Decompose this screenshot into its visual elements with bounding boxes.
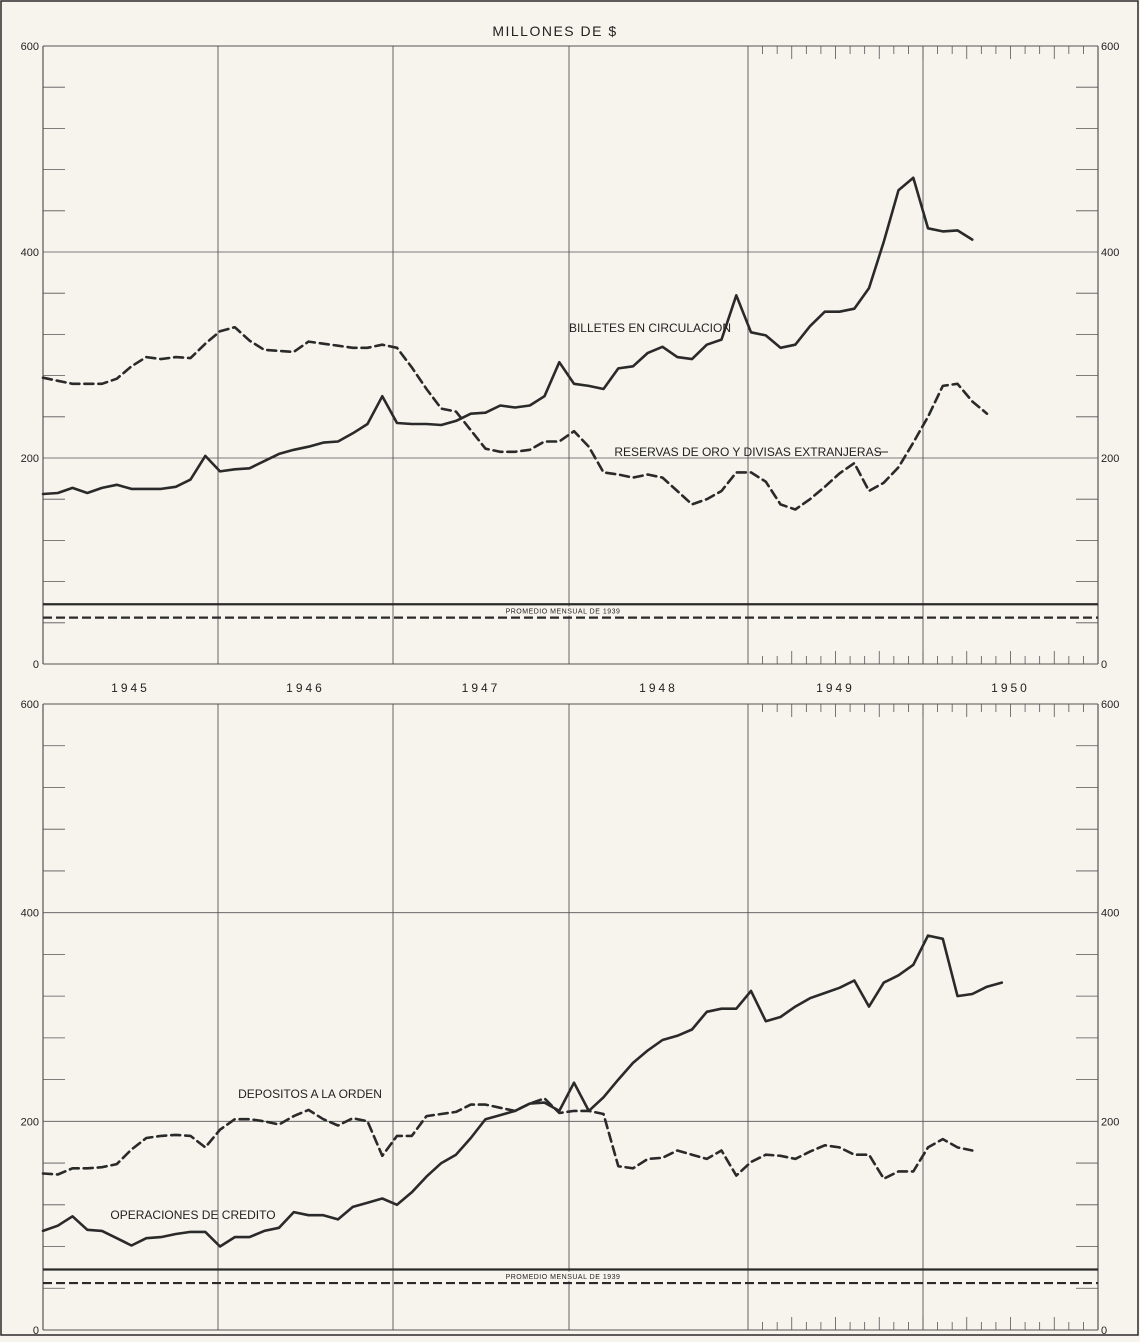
y-tick-label-right: 600 <box>1101 699 1119 711</box>
series-label: DEPOSITOS A LA ORDEN <box>238 1087 382 1101</box>
y-tick-label-right: 400 <box>1101 247 1119 259</box>
bottom-panel: 0 0 200 200 400 400 600 600 PROMEDIO MENSUAL DE … <box>21 699 1120 1337</box>
year-label: 1950 <box>991 681 1030 695</box>
series-label: OPERACIONES DE CREDITO <box>110 1208 275 1222</box>
series-label: RESERVAS DE ORO Y DIVISAS EXTRANJERAS <box>614 445 881 459</box>
y-tick-label-left: 600 <box>21 41 39 53</box>
year-label: 1947 <box>462 681 501 695</box>
series-line-dashed <box>41 325 989 511</box>
y-tick-label-left: 0 <box>33 1325 39 1337</box>
top-panel: 0 0 200 200 400 400 600 600 PROMEDIO MENSUAL DE … <box>21 41 1120 671</box>
y-tick-label-right: 200 <box>1101 453 1119 465</box>
series-line-solid <box>41 934 1004 1248</box>
y-tick-label-right: 0 <box>1101 1325 1107 1337</box>
chart-title: MILLONES DE $ <box>492 23 617 39</box>
year-label: 1946 <box>286 681 325 695</box>
year-labels: 1945 1946 1947 1948 1949 1950 <box>111 681 1030 695</box>
reference-label-bg <box>488 1271 638 1281</box>
year-label: 1949 <box>816 681 855 695</box>
y-tick-label-left: 200 <box>21 453 39 465</box>
y-tick-label-right: 600 <box>1101 41 1119 53</box>
reference-label-bg <box>488 606 638 616</box>
series-label: BILLETES EN CIRCULACION <box>569 321 731 335</box>
y-tick-label-right: 0 <box>1101 659 1107 671</box>
year-label: 1948 <box>639 681 678 695</box>
reference-label: PROMEDIO MENSUAL DE 1939 <box>506 608 621 615</box>
y-tick-label-right: 400 <box>1101 908 1119 920</box>
series-line-solid <box>41 176 974 496</box>
series-line-dashed <box>41 1097 974 1180</box>
reference-label: PROMEDIO MENSUAL DE 1939 <box>506 1274 621 1281</box>
y-tick-label-right: 200 <box>1101 1116 1119 1128</box>
year-label: 1945 <box>111 681 150 695</box>
y-tick-label-left: 600 <box>21 699 39 711</box>
y-tick-label-left: 0 <box>33 659 39 671</box>
y-tick-label-left: 200 <box>21 1116 39 1128</box>
y-tick-label-left: 400 <box>21 247 39 259</box>
y-tick-label-left: 400 <box>21 908 39 920</box>
